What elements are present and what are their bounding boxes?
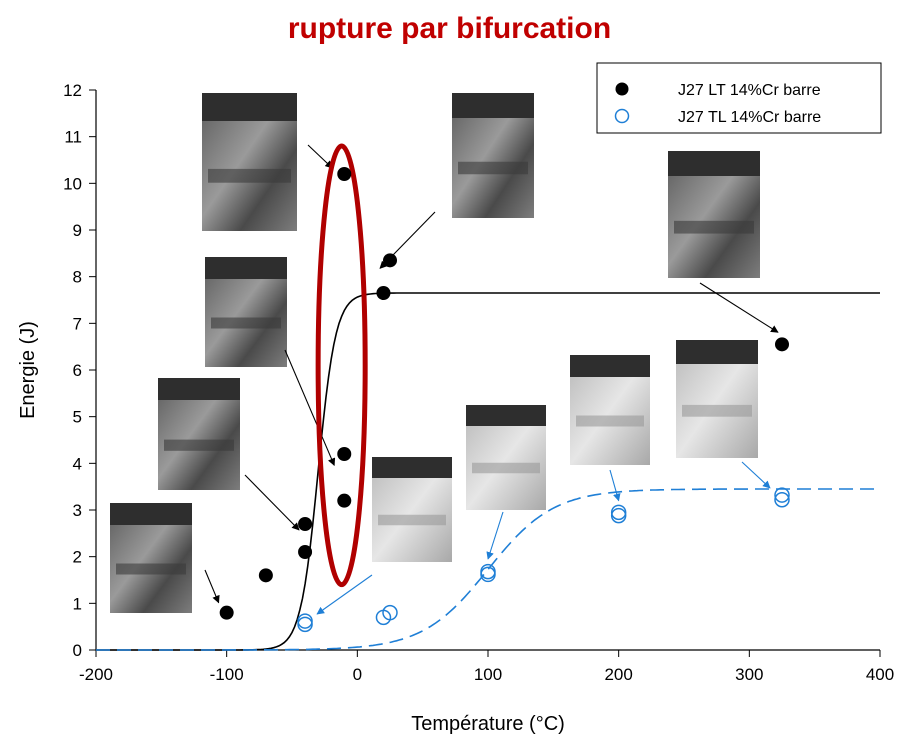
fracture-specimen-top (676, 340, 758, 364)
y-tick-label: 9 (73, 221, 82, 240)
highlight-ellipse (315, 143, 368, 588)
fracture-specimen-top (668, 151, 760, 176)
chart-title: rupture par bifurcation (287, 12, 612, 45)
fracture-texture-band (211, 317, 281, 329)
fracture-texture-band (378, 514, 446, 526)
legend-marker-tl (614, 108, 630, 124)
fracture-arrow (699, 282, 779, 333)
fit-curve-tl (96, 488, 880, 651)
y-tick-label: 2 (73, 548, 82, 567)
fracture-specimen-top (452, 93, 534, 118)
fracture-image-tl-325 (676, 340, 771, 489)
y-tick-label: 1 (73, 594, 82, 613)
x-tick-label: 0 (353, 665, 362, 684)
fracture-specimen-top (570, 355, 650, 377)
fracture-arrow (284, 349, 336, 467)
data-point-tl (297, 613, 313, 629)
y-tick-label: 8 (73, 268, 82, 287)
x-tick-label: -200 (79, 665, 113, 684)
fracture-arrow (316, 574, 373, 615)
y-tick-label: 6 (73, 361, 82, 380)
fracture-image-tl-200 (570, 355, 650, 502)
y-tick-label: 11 (64, 128, 82, 147)
data-point-lt (337, 447, 352, 461)
fracture-arrow (741, 461, 771, 489)
data-point-lt (219, 605, 234, 620)
y-tick-label: 7 (73, 314, 82, 333)
y-tick-label: 12 (63, 81, 82, 100)
fracture-texture-band (458, 161, 528, 175)
fracture-texture-band (208, 168, 291, 183)
x-tick-label: 300 (735, 665, 763, 684)
y-tick-label: 0 (73, 641, 82, 660)
fracture-arrow (204, 569, 220, 604)
fracture-image-lt-minus40 (158, 378, 300, 531)
fracture-image-tl-100 (466, 405, 546, 560)
fracture-image-tl-minus40 (316, 457, 452, 615)
fracture-specimen-top (158, 378, 240, 400)
fracture-specimen-top (110, 503, 192, 525)
fracture-specimen-top (372, 457, 452, 478)
data-point-lt (376, 286, 391, 300)
data-point-lt (337, 493, 352, 508)
x-tick-label: -100 (210, 665, 244, 684)
fracture-arrow (486, 511, 504, 560)
y-axis-label: Energie (J) (17, 321, 39, 419)
fracture-texture-band (674, 220, 754, 234)
fracture-specimen-top (466, 405, 546, 426)
data-point-lt (337, 167, 352, 181)
y-tick-label: 5 (73, 408, 82, 427)
y-tick-label: 10 (63, 174, 82, 193)
x-axis-label: Température (°C) (411, 713, 565, 735)
data-point-lt (383, 253, 397, 268)
y-tick-label: 4 (73, 454, 82, 473)
legend-label-tl: J27 TL 14%Cr barre (678, 109, 821, 126)
x-tick-label: 200 (604, 665, 632, 684)
fracture-image-lt-minus10-low (205, 257, 336, 467)
data-point-lt (258, 568, 273, 583)
data-point-lt (298, 517, 313, 531)
fracture-texture-band (472, 462, 540, 474)
fracture-texture-band (576, 415, 644, 427)
data-point-tl (297, 616, 313, 633)
fracture-image-lt-minus10-high (202, 93, 333, 231)
fracture-arrow (609, 469, 621, 502)
fracture-image-lt-325 (668, 151, 779, 333)
data-point-lt (775, 337, 789, 352)
data-point-tl (610, 507, 627, 524)
fracture-arrow (244, 474, 300, 531)
fracture-image-lt-25 (379, 93, 534, 269)
fracture-image-lt-minus100 (110, 503, 220, 613)
x-tick-label: 400 (866, 665, 894, 684)
x-tick-label: 100 (474, 665, 502, 684)
fracture-specimen-top (205, 257, 287, 279)
fracture-texture-band (682, 404, 752, 417)
fracture-arrow (307, 144, 333, 169)
y-tick-label: 3 (73, 501, 82, 520)
legend-box (596, 62, 882, 134)
fracture-texture-band (116, 563, 186, 575)
data-point-tl (480, 563, 496, 580)
data-point-lt (298, 545, 313, 559)
data-point-tl (382, 604, 398, 621)
data-point-tl (774, 491, 790, 508)
data-point-tl (610, 504, 627, 521)
legend-label-lt: J27 LT 14%Cr barre (678, 82, 821, 99)
fracture-texture-band (164, 439, 234, 451)
fracture-specimen-top (202, 93, 297, 121)
data-point-tl (774, 487, 790, 503)
legend-marker-lt (615, 82, 629, 96)
